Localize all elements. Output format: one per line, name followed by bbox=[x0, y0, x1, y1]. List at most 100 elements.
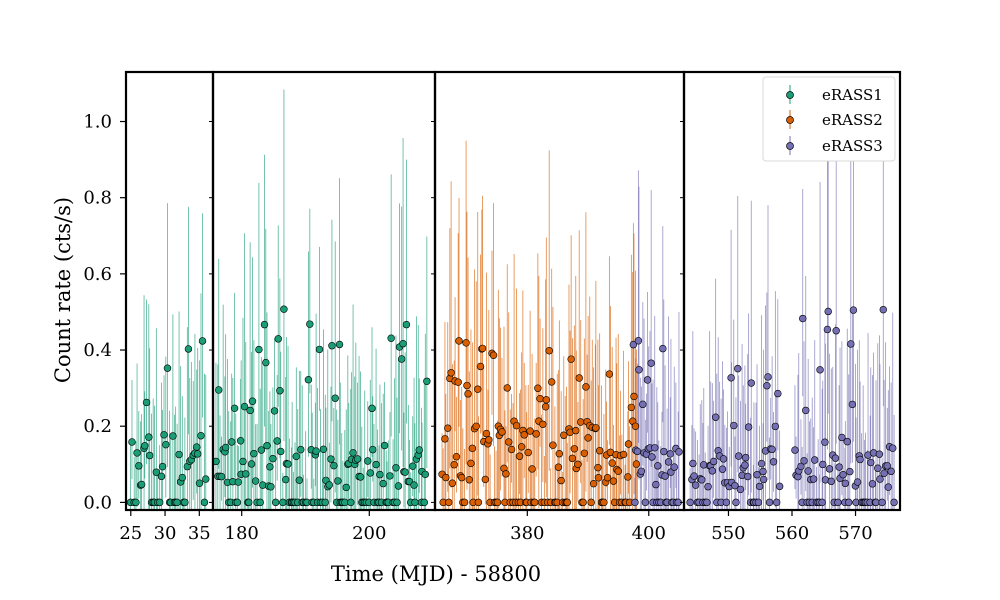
data-point bbox=[315, 345, 324, 354]
data-point bbox=[759, 467, 767, 476]
data-point bbox=[163, 364, 172, 372]
data-point bbox=[691, 481, 700, 489]
data-point bbox=[574, 460, 582, 469]
data-point bbox=[184, 345, 193, 353]
data-point bbox=[634, 337, 643, 345]
data-point bbox=[652, 480, 660, 489]
data-point bbox=[880, 469, 888, 477]
data-point bbox=[768, 445, 776, 454]
data-point bbox=[402, 320, 411, 329]
data-point bbox=[194, 450, 202, 458]
data-point bbox=[256, 498, 264, 507]
panel-2: 180 200 bbox=[209, 70, 437, 544]
data-point bbox=[197, 432, 205, 440]
data-point bbox=[560, 431, 568, 439]
data-point bbox=[775, 482, 784, 491]
data-point bbox=[736, 485, 745, 494]
data-point bbox=[441, 435, 449, 443]
data-point bbox=[325, 481, 334, 489]
data-point bbox=[353, 455, 362, 463]
data-point bbox=[464, 390, 472, 398]
data-point bbox=[816, 366, 824, 374]
data-point bbox=[639, 400, 647, 409]
data-point bbox=[608, 459, 616, 467]
data-point bbox=[703, 498, 711, 507]
data-point bbox=[624, 440, 633, 448]
data-point bbox=[444, 424, 452, 432]
data-point bbox=[145, 433, 153, 441]
data-point bbox=[266, 463, 274, 471]
data-point bbox=[542, 396, 551, 404]
data-point bbox=[823, 325, 832, 334]
data-point bbox=[198, 337, 207, 345]
data-point bbox=[764, 373, 772, 381]
x-tick-label: 400 bbox=[632, 523, 666, 544]
marker-layer bbox=[213, 305, 431, 507]
data-point bbox=[240, 402, 249, 411]
x-tick-label: 570 bbox=[838, 523, 872, 544]
data-point bbox=[847, 340, 855, 348]
data-point bbox=[887, 467, 895, 476]
data-point bbox=[524, 448, 532, 457]
data-point bbox=[319, 445, 328, 454]
data-point bbox=[774, 389, 782, 398]
data-point bbox=[282, 475, 290, 484]
data-point bbox=[818, 498, 826, 507]
data-point bbox=[582, 383, 590, 391]
data-point bbox=[630, 392, 638, 401]
data-point bbox=[741, 461, 749, 469]
data-point bbox=[463, 381, 471, 390]
data-point bbox=[592, 424, 600, 432]
data-point bbox=[349, 449, 357, 457]
legend-label: eRASS1 bbox=[822, 86, 883, 104]
data-point bbox=[260, 320, 269, 329]
data-point bbox=[246, 406, 254, 415]
data-point bbox=[128, 438, 136, 446]
data-point bbox=[734, 364, 742, 373]
data-point bbox=[520, 431, 528, 439]
data-point bbox=[502, 470, 510, 478]
data-point bbox=[233, 498, 242, 507]
data-point bbox=[637, 467, 646, 475]
data-point bbox=[841, 479, 850, 488]
data-point bbox=[619, 450, 628, 459]
data-point bbox=[423, 377, 431, 386]
data-point bbox=[526, 427, 534, 435]
data-point bbox=[867, 458, 875, 467]
data-point bbox=[485, 436, 493, 444]
data-point bbox=[718, 465, 727, 473]
data-point bbox=[603, 473, 612, 482]
legend-label: eRASS2 bbox=[822, 111, 883, 129]
data-point bbox=[879, 305, 887, 314]
data-point bbox=[158, 462, 167, 471]
data-point bbox=[670, 463, 678, 471]
data-point bbox=[239, 457, 247, 466]
data-point bbox=[175, 450, 183, 459]
data-point bbox=[667, 468, 675, 476]
data-point bbox=[478, 344, 487, 353]
data-point bbox=[633, 447, 642, 456]
data-point bbox=[442, 473, 450, 482]
data-point bbox=[753, 471, 761, 479]
data-point bbox=[811, 456, 819, 464]
x-tick-label: 25 bbox=[119, 523, 142, 544]
data-point bbox=[659, 344, 667, 353]
panel-plot-area bbox=[126, 203, 210, 510]
data-point bbox=[397, 355, 406, 363]
data-point bbox=[838, 433, 846, 442]
data-point bbox=[421, 470, 429, 479]
data-point bbox=[262, 358, 270, 367]
data-point bbox=[273, 437, 281, 445]
data-point bbox=[394, 482, 403, 490]
data-point bbox=[460, 498, 469, 507]
data-point bbox=[503, 384, 511, 392]
data-point bbox=[605, 370, 614, 378]
data-point bbox=[698, 476, 706, 484]
data-point bbox=[759, 475, 768, 484]
data-point bbox=[800, 457, 808, 465]
data-point bbox=[447, 369, 455, 377]
data-point bbox=[452, 453, 461, 461]
y-tick-label: 1.0 bbox=[83, 112, 112, 133]
data-point bbox=[849, 306, 858, 314]
data-point bbox=[409, 462, 417, 470]
